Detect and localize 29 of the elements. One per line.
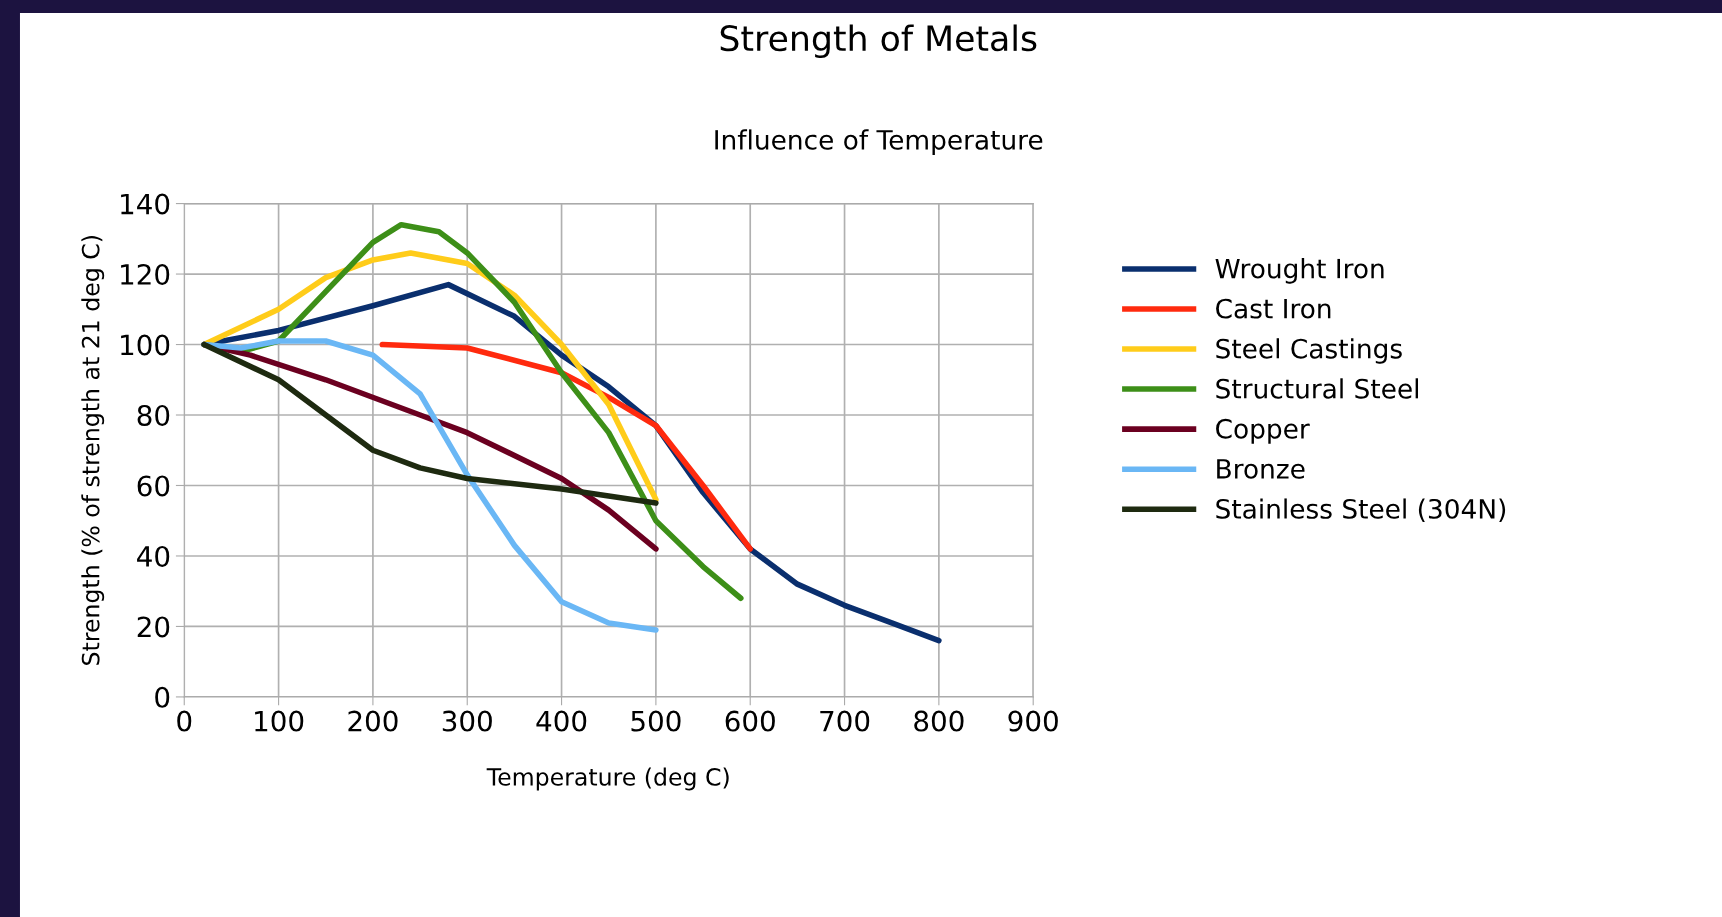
- x-tick-label: 300: [442, 710, 492, 732]
- legend-label: Bronze: [1217, 459, 1305, 479]
- x-tick-label: 400: [536, 710, 587, 732]
- x-tick-label: 500: [631, 710, 681, 732]
- x-tick-label: 200: [348, 710, 398, 732]
- legend-label: Cast Iron: [1216, 298, 1331, 319]
- y-tick-label: 20: [137, 616, 170, 638]
- y-tick-label: 100: [121, 334, 170, 356]
- y-tick-label: 0: [155, 686, 170, 708]
- y-tick-label: 140: [121, 193, 170, 215]
- x-tick-label: 0: [177, 710, 192, 732]
- y-tick-label: 60: [137, 475, 170, 497]
- x-tick-label: 600: [725, 710, 775, 732]
- x-tick-label: 900: [1008, 710, 1058, 732]
- legend-label: Wrought Iron: [1215, 258, 1384, 284]
- chart-title: Strength of Metals: [720, 24, 1037, 59]
- y-tick-label: 40: [137, 545, 170, 567]
- y-tick-label: 120: [121, 263, 170, 285]
- x-tick-label: 700: [820, 710, 870, 732]
- y-axis-title: Strength (% of strength at 21 deg C): [81, 236, 105, 665]
- x-tick-label: 800: [914, 710, 964, 732]
- x-axis-title: Temperature (deg C): [486, 767, 729, 791]
- legend-label: Structural Steel: [1216, 378, 1419, 399]
- legend-label: Copper: [1216, 418, 1310, 444]
- x-tick-label: 100: [255, 710, 304, 732]
- y-tick-label: 80: [137, 404, 170, 426]
- chart-subtitle: Influence of Temperature: [715, 129, 1043, 155]
- legend-label: Stainless Steel (304N): [1216, 498, 1506, 522]
- legend-label: Steel Castings: [1216, 338, 1402, 364]
